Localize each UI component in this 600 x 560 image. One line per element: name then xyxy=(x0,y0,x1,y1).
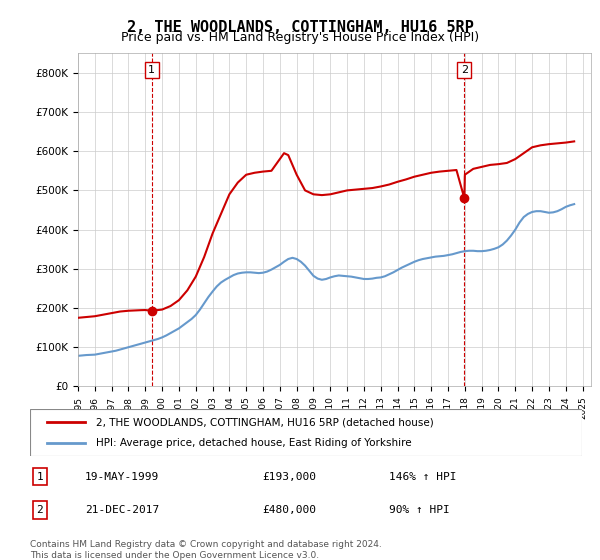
Text: 146% ↑ HPI: 146% ↑ HPI xyxy=(389,472,457,482)
Text: HPI: Average price, detached house, East Riding of Yorkshire: HPI: Average price, detached house, East… xyxy=(96,438,412,448)
Text: 2: 2 xyxy=(461,65,468,75)
FancyBboxPatch shape xyxy=(30,409,582,456)
Text: 1: 1 xyxy=(148,65,155,75)
Text: Contains HM Land Registry data © Crown copyright and database right 2024.
This d: Contains HM Land Registry data © Crown c… xyxy=(30,540,382,560)
Text: 2, THE WOODLANDS, COTTINGHAM, HU16 5RP: 2, THE WOODLANDS, COTTINGHAM, HU16 5RP xyxy=(127,20,473,35)
Text: 2: 2 xyxy=(37,505,43,515)
Text: £480,000: £480,000 xyxy=(262,505,316,515)
Text: 2, THE WOODLANDS, COTTINGHAM, HU16 5RP (detached house): 2, THE WOODLANDS, COTTINGHAM, HU16 5RP (… xyxy=(96,417,434,427)
Text: 1: 1 xyxy=(37,472,43,482)
Text: 90% ↑ HPI: 90% ↑ HPI xyxy=(389,505,449,515)
Text: 21-DEC-2017: 21-DEC-2017 xyxy=(85,505,160,515)
Text: £193,000: £193,000 xyxy=(262,472,316,482)
Text: Price paid vs. HM Land Registry's House Price Index (HPI): Price paid vs. HM Land Registry's House … xyxy=(121,31,479,44)
Text: 19-MAY-1999: 19-MAY-1999 xyxy=(85,472,160,482)
